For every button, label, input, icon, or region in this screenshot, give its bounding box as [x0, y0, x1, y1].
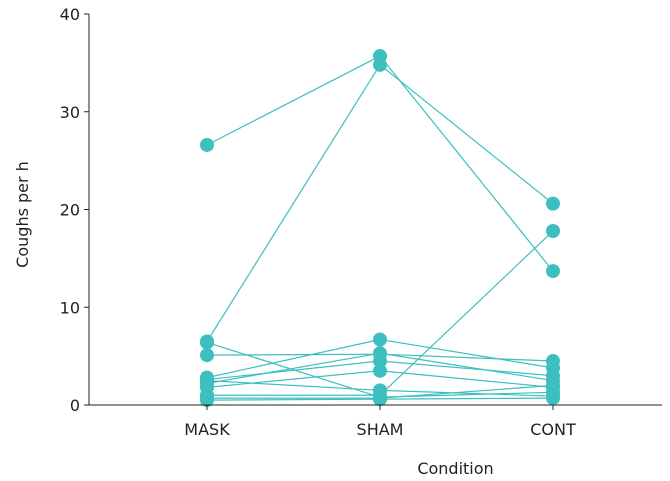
y-tick-label: 20: [60, 201, 80, 220]
data-point: [546, 196, 560, 211]
y-tick-label: 10: [60, 298, 80, 317]
x-tick-label: SHAM: [357, 420, 404, 439]
data-point: [200, 137, 214, 152]
data-point: [200, 393, 214, 408]
data-point: [200, 373, 214, 388]
y-tick-label: 40: [60, 5, 80, 24]
y-tick-label: 0: [70, 396, 80, 415]
x-axis-ticks: MASK SHAM CONT: [184, 405, 576, 439]
y-axis-ticks: 0 10 20 30 40: [60, 5, 89, 415]
data-point: [546, 224, 560, 239]
data-point: [373, 392, 387, 407]
series-line-2: [206, 63, 554, 342]
data-points: [200, 49, 560, 408]
x-tick-label: MASK: [184, 420, 230, 439]
data-point: [373, 57, 387, 72]
data-point: [200, 335, 214, 350]
data-point: [546, 378, 560, 393]
data-point: [373, 363, 387, 378]
series-line-1: [206, 55, 554, 272]
data-point: [373, 346, 387, 361]
x-axis-title: Condition: [417, 459, 493, 478]
data-point: [373, 332, 387, 347]
data-point: [546, 264, 560, 279]
data-point: [200, 348, 214, 363]
y-tick-label: 30: [60, 103, 80, 122]
data-point: [546, 391, 560, 406]
y-axis-title: Coughs per h: [13, 161, 32, 268]
x-tick-label: CONT: [530, 420, 576, 439]
